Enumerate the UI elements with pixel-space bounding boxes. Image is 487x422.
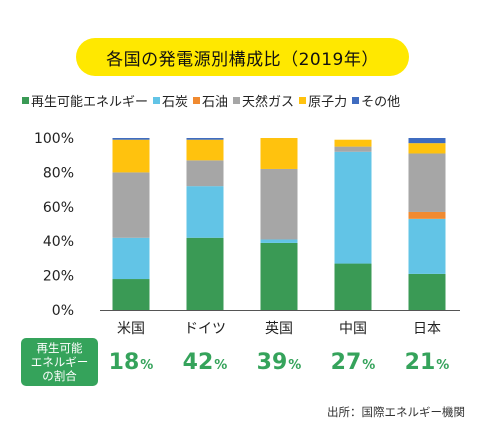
bar-segment — [334, 151, 372, 264]
y-tick-label: 100% — [34, 131, 74, 147]
share-value-uk: 39% — [256, 350, 302, 375]
share-value-japan: 21% — [404, 350, 450, 375]
bar-segment — [186, 138, 224, 140]
bar-segment — [408, 143, 446, 154]
y-tick-label: 20% — [43, 269, 74, 285]
bar-segment — [112, 279, 150, 310]
bar-segment — [186, 160, 224, 187]
y-tick-label: 80% — [43, 165, 74, 181]
y-tick-label: 60% — [43, 200, 74, 216]
bar-segment — [408, 273, 446, 310]
bar-segment — [334, 139, 372, 147]
legend-label: 原子力 — [308, 94, 348, 110]
y-tick-label: 0% — [52, 303, 74, 319]
bar-segment — [186, 237, 224, 310]
bar-segment — [408, 211, 446, 219]
share-label-line: エネルギー — [30, 355, 89, 369]
legend-swatch — [22, 96, 29, 104]
legend-label: その他 — [361, 94, 401, 110]
bar-segment — [334, 263, 372, 310]
bar-segment — [112, 237, 150, 280]
bar-segment — [186, 186, 224, 238]
stacked-bar-chart: 0% 20% 40% 60% 80% 100% 米国 ドイツ 英国 中国 日本 — [34, 131, 460, 337]
legend-item: 再生可能エネルギー — [22, 91, 148, 110]
legend-swatch — [352, 96, 360, 104]
legend-swatch — [233, 96, 241, 104]
share-label-line: の割合 — [42, 369, 77, 383]
share-label-line: 再生可能 — [36, 341, 83, 355]
bar-segment — [112, 138, 150, 140]
bar-segment — [186, 139, 224, 161]
y-tick-label: 40% — [43, 234, 74, 250]
chart-legend: 再生可能エネルギー 石炭 石油 天然ガス 原子力 その他 — [22, 90, 472, 110]
legend-label: 石油 — [202, 94, 229, 110]
legend-label: 天然ガス — [242, 94, 295, 110]
share-value-us: 18% — [108, 350, 154, 375]
bar-segment — [408, 218, 446, 274]
legend-swatch — [299, 96, 307, 104]
bar-segment — [112, 139, 150, 173]
legend-item: 天然ガス — [233, 91, 294, 110]
bar-segment — [260, 168, 298, 240]
chart-title: 各国の発電源別構成比（2019年） — [76, 38, 409, 76]
share-value-germany: 42% — [182, 350, 228, 375]
x-tick-label: ドイツ — [184, 321, 226, 337]
legend-label: 再生可能エネルギー — [31, 94, 149, 110]
bar-segment — [408, 153, 446, 212]
bar-segment — [334, 146, 372, 152]
bar-segment — [260, 242, 298, 310]
legend-item: 石炭 — [153, 91, 188, 110]
share-value-china: 27% — [330, 350, 376, 375]
legend-item: 石油 — [193, 91, 228, 110]
x-tick-label: 米国 — [117, 321, 145, 337]
renewable-share-badge: 再生可能 エネルギー の割合 — [21, 338, 98, 386]
x-tick-label: 英国 — [265, 320, 293, 337]
bar-segment — [260, 138, 298, 169]
legend-item: その他 — [352, 91, 400, 110]
bar-segment — [112, 172, 150, 238]
x-tick-label: 日本 — [413, 321, 441, 337]
legend-swatch — [153, 96, 161, 104]
legend-label: 石炭 — [162, 94, 189, 110]
source-note: 出所：国際エネルギー機関 — [327, 405, 465, 419]
bar-segment — [260, 239, 298, 243]
bar-segment — [408, 138, 446, 144]
legend-swatch — [193, 96, 201, 104]
x-tick-label: 中国 — [339, 321, 367, 337]
legend-item: 原子力 — [299, 91, 347, 110]
